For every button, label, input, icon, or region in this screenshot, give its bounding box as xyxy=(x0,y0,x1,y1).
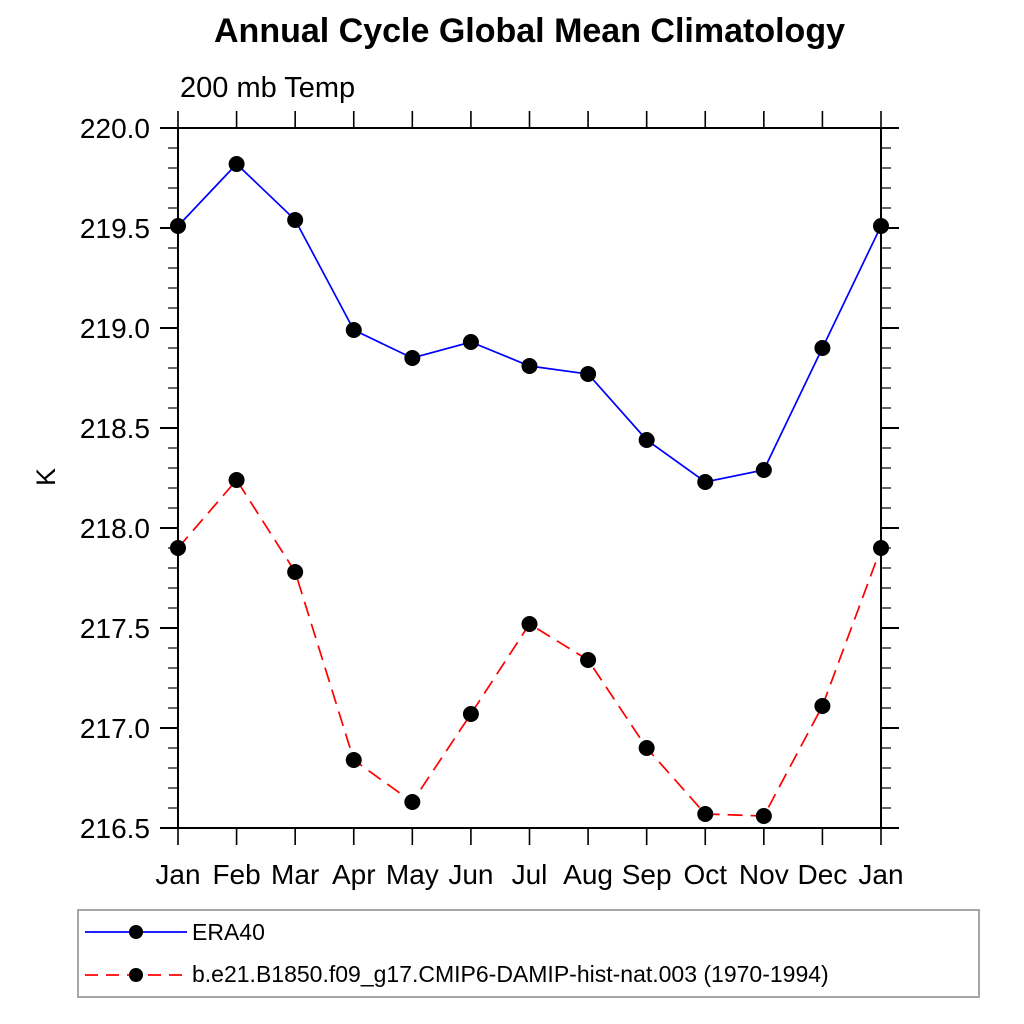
data-point-marker xyxy=(287,564,304,580)
x-tick-label: Dec xyxy=(798,859,848,890)
data-point-marker xyxy=(814,340,831,356)
y-tick-label: 217.0 xyxy=(80,713,150,744)
y-tick-label: 216.5 xyxy=(80,813,150,844)
x-tick-label: May xyxy=(386,859,439,890)
data-point-marker xyxy=(638,432,655,448)
data-point-marker xyxy=(638,740,655,756)
legend-label: ERA40 xyxy=(192,918,265,945)
chart-subtitle: 200 mb Temp xyxy=(180,72,356,104)
x-tick-label: Mar xyxy=(271,859,319,890)
data-point-marker xyxy=(580,366,597,382)
data-point-marker xyxy=(345,752,362,768)
x-tick-label: Jan xyxy=(858,859,903,890)
data-point-marker xyxy=(287,212,304,228)
plot-border xyxy=(177,127,882,829)
legend-box: ERA40 b.e21.B1850.f09_g17.CMIP6-DAMIP-his… xyxy=(77,909,980,998)
legend-item: b.e21.B1850.f09_g17.CMIP6-DAMIP-hist-nat… xyxy=(82,954,978,997)
data-point-marker xyxy=(580,652,597,668)
data-point-marker xyxy=(228,472,245,488)
x-tick-label: Jan xyxy=(155,859,200,890)
y-tick-label: 219.5 xyxy=(80,213,150,244)
data-point-marker xyxy=(697,474,714,490)
y-tick-label: 218.5 xyxy=(80,413,150,444)
data-point-marker xyxy=(170,218,186,234)
series-line-era40 xyxy=(177,162,882,483)
y-tick-label: 219.0 xyxy=(80,313,150,344)
data-point-marker xyxy=(521,616,538,632)
data-point-marker xyxy=(697,806,714,822)
legend-item: ERA40 xyxy=(82,911,978,954)
x-tick-label: Jun xyxy=(448,859,493,890)
x-tick-label: Oct xyxy=(683,859,727,890)
data-point-marker xyxy=(814,698,831,714)
x-tick-label: Apr xyxy=(332,859,376,890)
x-tick-label: Jul xyxy=(512,859,548,890)
data-point-marker xyxy=(228,156,245,172)
y-tick-label: 220.0 xyxy=(80,113,150,144)
series-line-model xyxy=(177,478,882,817)
legend-label: b.e21.B1850.f09_g17.CMIP6-DAMIP-hist-nat… xyxy=(192,961,829,988)
legend-line-sample-model xyxy=(85,967,187,982)
x-tick-label: Feb xyxy=(212,859,260,890)
x-tick-label: Aug xyxy=(563,859,613,890)
data-point-marker xyxy=(755,808,772,824)
data-point-marker xyxy=(404,794,421,810)
legend-line-sample-era40 xyxy=(85,925,187,940)
x-tick-label: Nov xyxy=(739,859,789,890)
data-point-marker xyxy=(462,706,479,722)
data-point-marker xyxy=(404,350,421,366)
data-point-marker xyxy=(170,540,186,556)
data-point-marker xyxy=(345,322,362,338)
data-point-marker xyxy=(462,334,479,350)
y-tick-label: 217.5 xyxy=(80,613,150,644)
data-point-marker xyxy=(755,462,772,478)
y-tick-label: 218.0 xyxy=(80,513,150,544)
data-point-marker xyxy=(873,540,889,556)
data-point-marker xyxy=(521,358,538,374)
data-point-marker xyxy=(873,218,889,234)
x-tick-label: Sep xyxy=(622,859,672,890)
chart-title: Annual Cycle Global Mean Climatology xyxy=(214,12,845,50)
